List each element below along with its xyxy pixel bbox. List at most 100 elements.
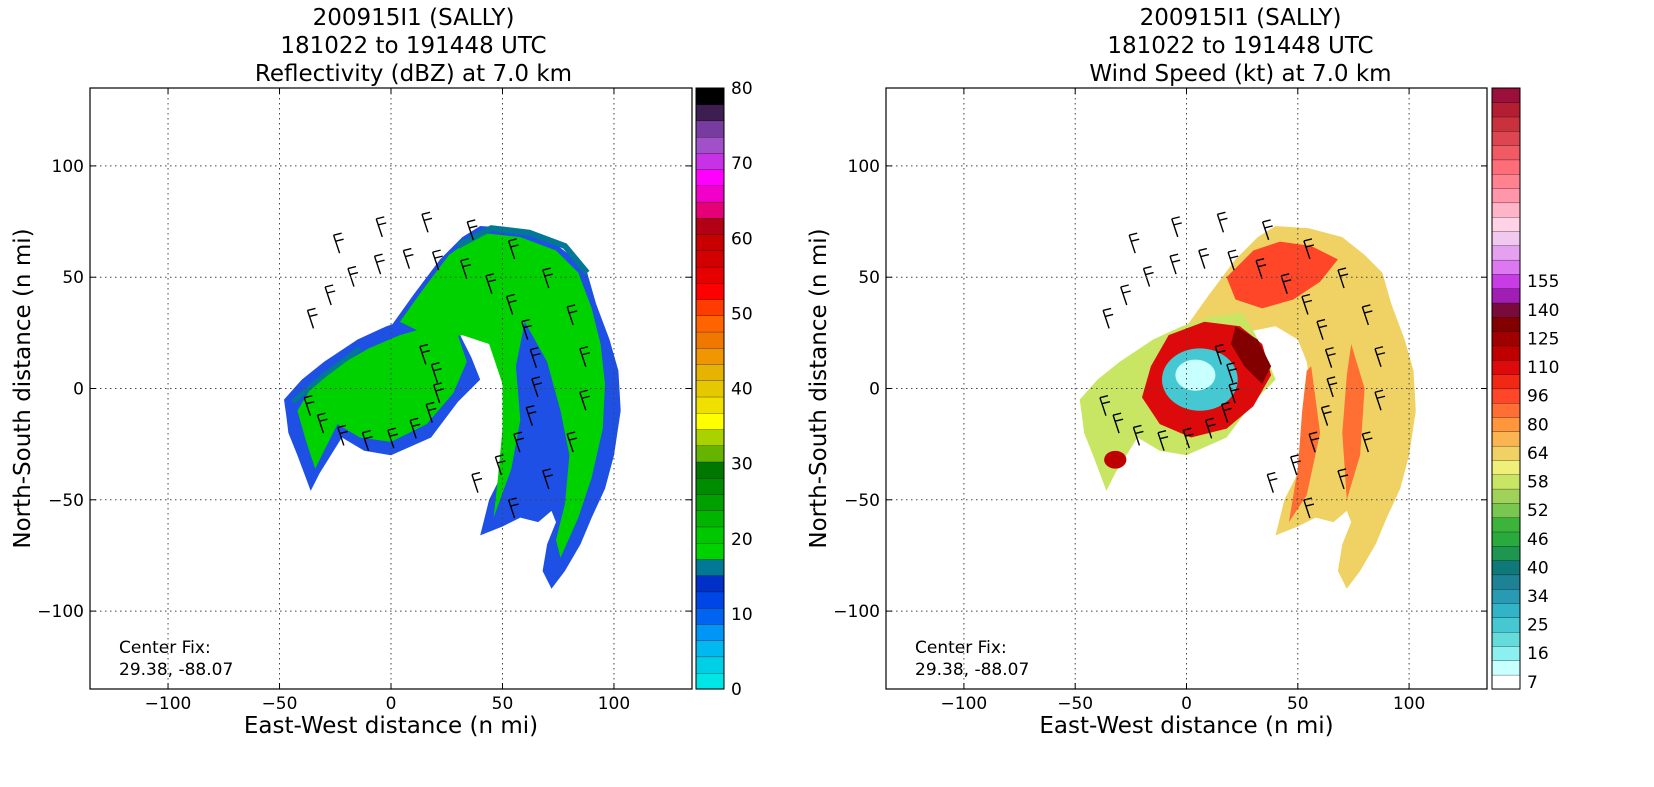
wind-speed-panel: 200915I1 (SALLY) 181022 to 191448 UTC Wi… [806,0,1654,787]
colorbar-swatch [695,185,725,203]
wind-barb [1227,249,1239,271]
colorbar-swatch [695,396,725,414]
x-tick-label: 100 [1393,694,1425,714]
y-axis-label: North-South distance (n mi) [10,228,36,548]
wind-barb [1303,238,1315,260]
grid [90,88,692,689]
colorbar-swatch [695,607,725,625]
colorbar-tick-label: 64 [1527,444,1549,464]
colorbar-tick-label: 58 [1527,473,1549,493]
wind-barb [430,361,442,383]
wind-band [1288,366,1321,523]
colorbar-swatch [695,623,725,641]
colorbar-swatch [1491,316,1521,332]
colorbar-swatch [695,672,725,690]
colorbar-swatch [1491,488,1521,504]
colorbar-swatch [695,315,725,333]
wind-barb [1361,431,1373,453]
wind-barb [1214,343,1226,365]
title-line-time: 181022 to 191448 UTC [280,33,547,59]
colorbar-tick-label: 70 [731,154,753,174]
wind-barb [566,304,578,326]
y-tick-label: 0 [869,380,880,400]
colorbar-swatch [695,510,725,528]
colorbar-swatch [1491,674,1521,690]
colorbar-swatch [695,575,725,593]
colorbar-tick-label: 80 [1527,415,1549,435]
colorbar-swatch [695,120,725,138]
colorbar-swatch [695,234,725,251]
wind-barb [324,284,336,306]
chart-title: 200915I1 (SALLY) 181022 to 191448 UTC Re… [0,4,827,88]
colorbar-swatch [1491,259,1521,275]
wind-barb [332,232,344,254]
colorbar-swatch [1491,416,1521,432]
wind-barb [419,343,431,365]
colorbar-swatch [1491,116,1521,132]
title-line-storm: 200915I1 (SALLY) [1139,5,1342,31]
wind-barb [507,497,519,519]
colorbar-swatch [1491,531,1521,547]
colorbar-swatch [1491,645,1521,661]
wind-barb [1142,265,1154,287]
wind-barb [1099,394,1111,416]
wind-barbs [303,211,590,519]
wind-barb [1226,361,1238,383]
colorbar-tick-label: 96 [1527,387,1549,407]
colorbar-swatch [1491,574,1521,590]
colorbar-swatch [695,299,725,316]
colorbar-swatch [1491,631,1521,647]
colorbar-swatch [695,152,725,170]
colorbar: 0 10 20 30 40 50 60 70 80 [695,79,753,700]
wind-barb [303,394,315,416]
x-tick-label: −100 [145,694,192,714]
colorbar-swatch [1491,87,1521,103]
wind-barb [1261,219,1273,241]
wind-barb [1374,389,1386,411]
wind-barb [421,211,433,233]
y-axis-label: North-South distance (n mi) [806,228,832,548]
colorbar-swatch [1491,545,1521,561]
colorbar-tick-label: 52 [1527,501,1549,521]
colorbar-tick-label: 110 [1527,358,1559,378]
wind-barb [1198,247,1209,269]
colorbar-swatch [1491,588,1521,604]
wind-barb [431,249,443,271]
colorbar-swatch [1491,102,1521,118]
colorbar-swatch [695,461,725,479]
colorbar-swatch [1491,331,1521,347]
wind-barb [347,265,359,287]
y-tick-label: 100 [848,157,880,177]
wind-barb [521,318,532,340]
center-fix-label: Center Fix: [915,638,1007,658]
colorbar-swatch [1491,216,1521,232]
colorbar-tick-label: 0 [731,680,742,700]
colorbar-swatch [695,428,725,446]
colorbar-swatch [695,591,725,609]
wind-barb [579,346,590,367]
wind-barb [1266,471,1278,493]
colorbar-swatch [1491,202,1521,218]
wind-barb [494,454,506,476]
wind-barb [1308,431,1320,453]
colorbar-swatch [1491,230,1521,246]
colorbar-swatch [1491,560,1521,576]
colorbar-swatch [695,347,725,365]
colorbar-tick-label: 125 [1527,329,1559,349]
colorbar-tick-label: 25 [1527,616,1549,636]
wind-barb [306,307,318,329]
wind-barb [425,401,437,423]
wind-barb [1337,468,1349,490]
wind-barb [1374,346,1386,367]
title-line-storm: 200915I1 (SALLY) [312,5,515,31]
eye-core [1175,359,1216,391]
wind-barb [1303,497,1315,519]
wind-barb [1316,318,1328,340]
colorbar-swatch [695,87,725,105]
wind-barb [1220,401,1232,423]
colorbar-swatch [695,558,725,576]
x-tick-label: 0 [386,694,397,714]
y-tick-label: 50 [858,268,880,288]
colorbar-swatch [1491,359,1521,375]
wind-barb [1157,430,1169,451]
